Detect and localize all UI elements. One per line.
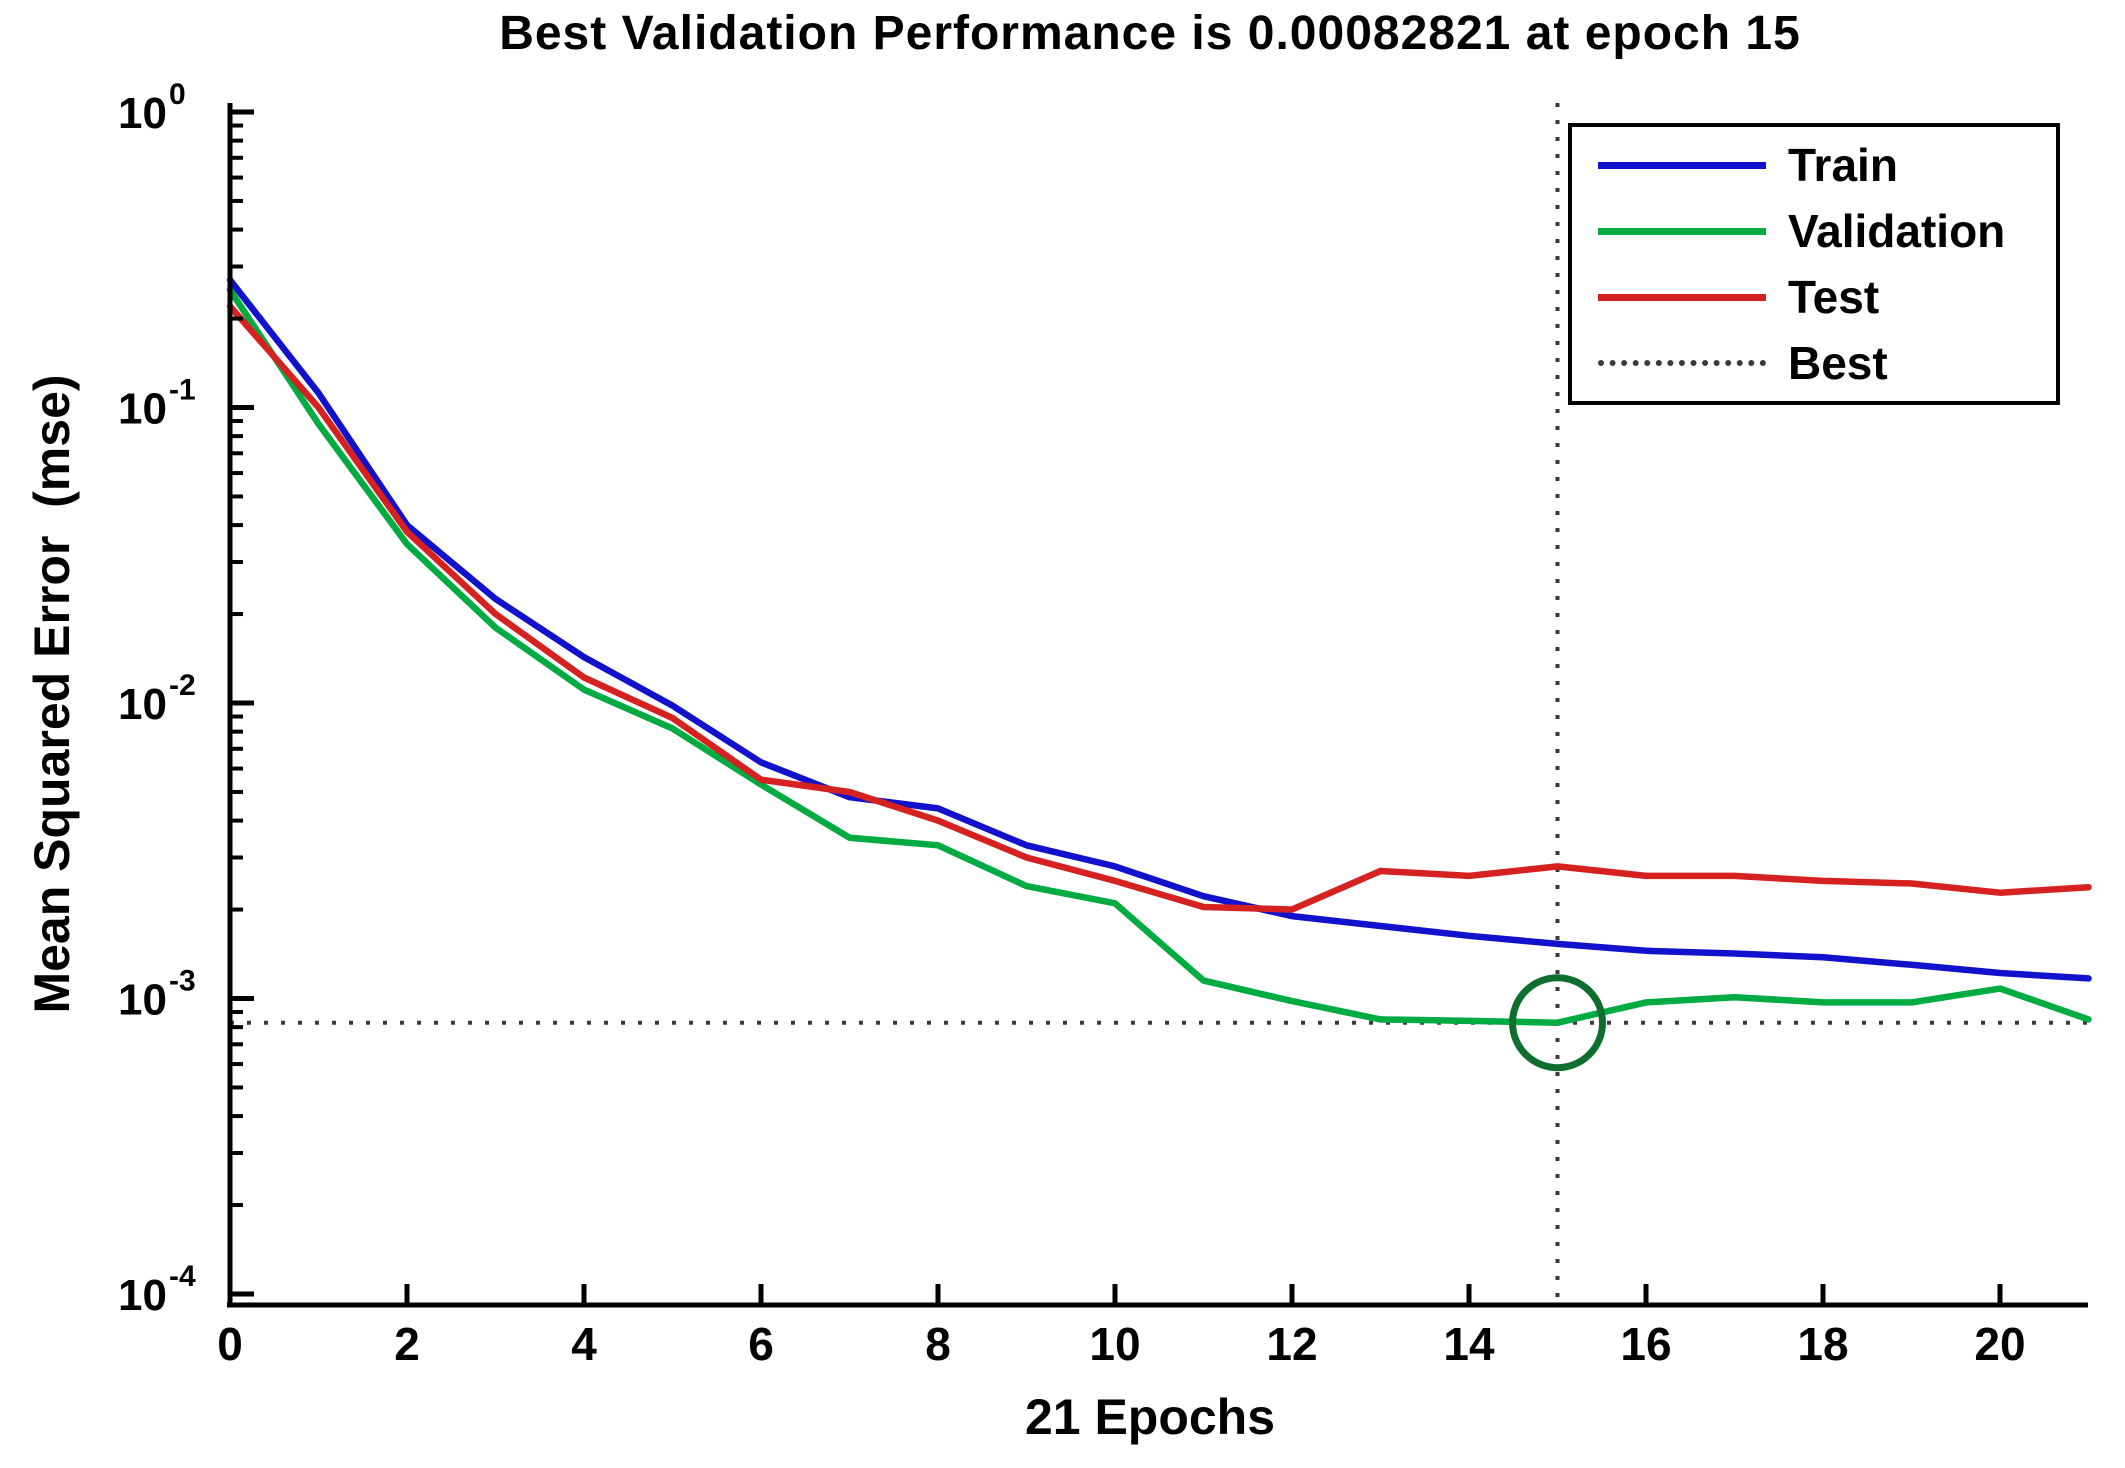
x-tick-label: 14 bbox=[1443, 1318, 1495, 1370]
y-tick-label: 10-2 bbox=[118, 669, 196, 729]
legend: Train Validation Test Best bbox=[1568, 123, 2060, 405]
chart-title: Best Validation Performance is 0.0008282… bbox=[499, 7, 1801, 60]
validation-line-swatch bbox=[1598, 227, 1766, 235]
x-tick-label: 12 bbox=[1266, 1318, 1317, 1370]
legend-item-best: Best bbox=[1598, 331, 2056, 395]
x-tick-label: 16 bbox=[1620, 1318, 1671, 1370]
legend-item-validation: Validation bbox=[1598, 199, 2056, 263]
legend-label-train: Train bbox=[1788, 139, 1898, 191]
legend-item-train: Train bbox=[1598, 133, 2056, 197]
x-tick-label: 18 bbox=[1797, 1318, 1848, 1370]
legend-label-best: Best bbox=[1788, 337, 1888, 389]
x-tick-label: 8 bbox=[925, 1318, 951, 1370]
legend-item-test: Test bbox=[1598, 265, 2056, 329]
x-tick-label: 6 bbox=[748, 1318, 774, 1370]
test-line-swatch bbox=[1598, 293, 1766, 301]
train-line-swatch bbox=[1598, 161, 1766, 169]
best-line-swatch bbox=[1598, 360, 1766, 366]
x-tick-label: 10 bbox=[1089, 1318, 1140, 1370]
x-tick-label: 4 bbox=[571, 1318, 597, 1370]
x-axis-title: 21 Epochs bbox=[1024, 1389, 1276, 1445]
best-point-marker bbox=[1509, 974, 1606, 1072]
y-tick-label: 100 bbox=[118, 78, 186, 138]
y-tick-label: 10-1 bbox=[118, 374, 196, 434]
x-tick-label: 2 bbox=[394, 1318, 420, 1370]
y-tick-label: 10-3 bbox=[118, 965, 196, 1025]
x-tick-label: 20 bbox=[1974, 1318, 2025, 1370]
legend-label-test: Test bbox=[1788, 271, 1880, 323]
x-tick-label: 0 bbox=[217, 1318, 243, 1370]
test-line bbox=[226, 303, 2092, 913]
y-tick-label: 10-4 bbox=[118, 1260, 196, 1320]
legend-label-validation: Validation bbox=[1788, 205, 2006, 257]
train-line bbox=[226, 276, 2092, 982]
validation-line bbox=[226, 286, 2092, 1026]
